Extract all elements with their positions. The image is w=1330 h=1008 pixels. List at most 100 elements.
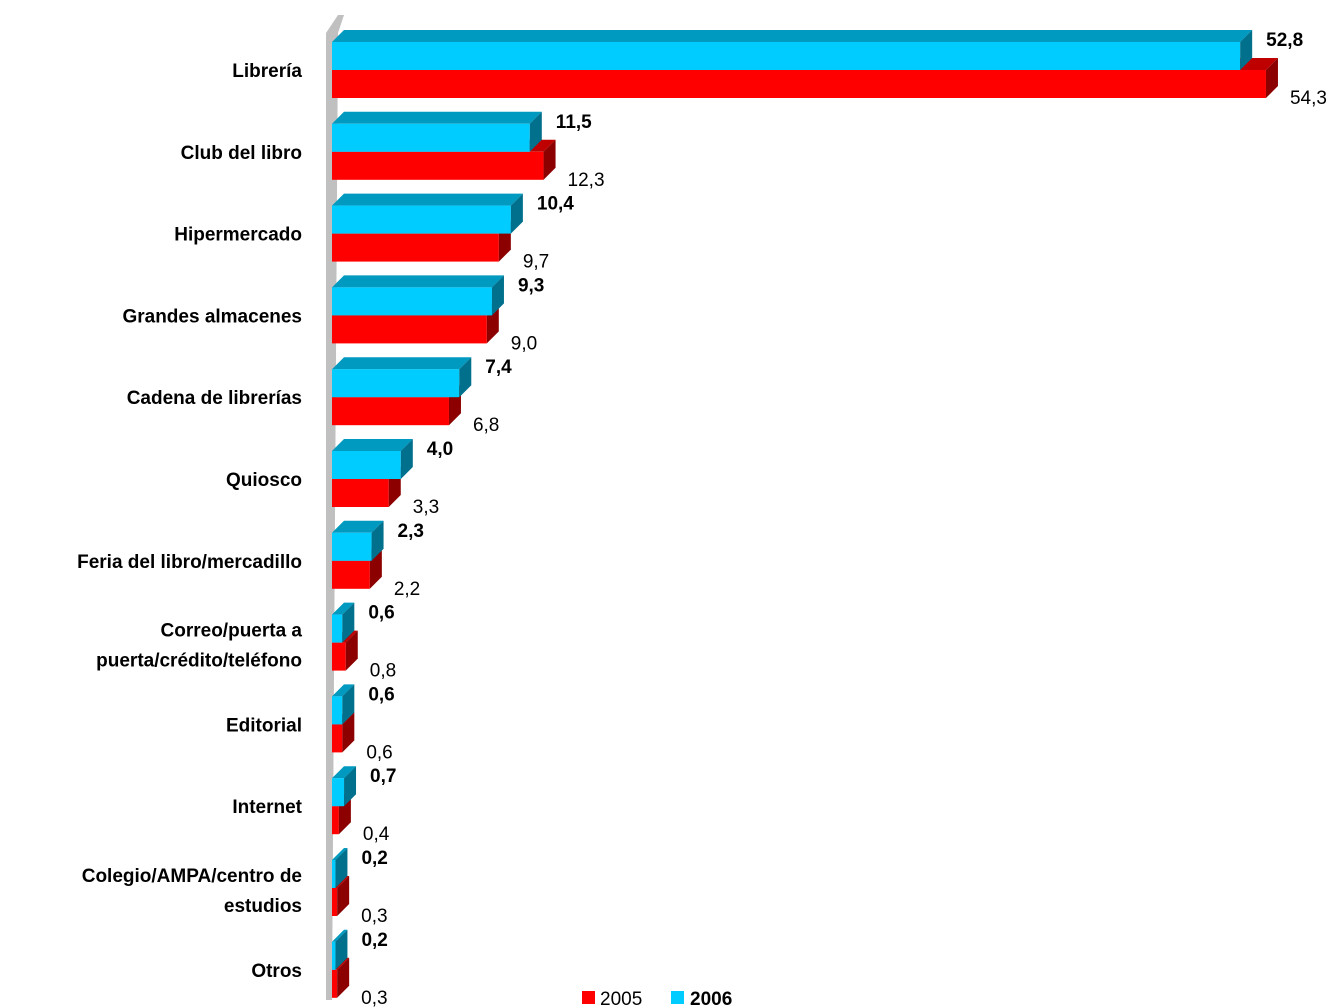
legend-label-2005: 2005	[600, 989, 642, 1008]
bar-2006-4-top	[332, 357, 472, 370]
value-label-2005-2: 9,7	[523, 252, 549, 273]
legend-swatch-2006	[671, 991, 684, 1004]
value-label-2006-2: 10,4	[537, 194, 574, 215]
bar-2006-8	[332, 684, 355, 725]
category-label-line: estudios	[224, 896, 302, 917]
category-label-11: Otros	[251, 961, 302, 982]
category-labels: Librería Club del libro Hipermercado Grande…	[77, 61, 303, 982]
value-label-2006-4: 7,4	[485, 357, 512, 378]
category-label-line: Grandes almacenes	[122, 306, 302, 327]
value-label-2005-4: 6,8	[473, 415, 499, 436]
bar-2006-2-side	[510, 193, 523, 234]
category-label-4: Cadena de librerías	[127, 388, 302, 409]
category-label-line: Cadena de librerías	[127, 388, 302, 409]
value-label-2005-11: 0,3	[361, 988, 387, 1008]
value-label-2005-5: 3,3	[413, 497, 439, 518]
category-label-line: Hipermercado	[174, 225, 302, 246]
bar-2005-10-side	[337, 876, 350, 916]
bar-2006-11-top	[332, 929, 348, 942]
bar-2006-5	[332, 439, 413, 479]
bar-2005-7-side	[345, 630, 358, 671]
bar-2005-0-front	[332, 70, 1266, 98]
bar-2006-5-side	[400, 439, 413, 479]
value-label-2005-6: 2,2	[394, 579, 420, 600]
value-label-2005-0: 54,3	[1290, 88, 1327, 109]
bar-2005-0-side	[1265, 58, 1278, 98]
bar-2006-1-top	[332, 111, 542, 124]
bar-2006-11-side	[335, 929, 348, 970]
bar-2006-7	[332, 602, 355, 643]
bar-2006-10-side	[335, 848, 348, 888]
legend-swatch-2005	[582, 991, 595, 1004]
value-label-2006-7: 0,6	[368, 603, 394, 624]
bar-2006-7-front	[332, 614, 343, 643]
category-label-line: Otros	[251, 961, 302, 982]
bar-2006-4-front	[332, 369, 460, 398]
bar-2005-6-front	[332, 560, 370, 589]
category-label-8: Editorial	[226, 715, 302, 736]
bar-2006-5-front	[332, 451, 401, 479]
bar-2005-8-side	[342, 712, 355, 753]
bar-2006-5-top	[332, 439, 413, 451]
bar-2006-2-top	[332, 193, 523, 206]
bar-2006-1	[332, 111, 542, 152]
category-label-line: Colegio/AMPA/centro de	[82, 866, 302, 887]
bar-2006-3-top	[332, 275, 504, 288]
bar-2006-4-side	[459, 357, 472, 398]
value-label-2005-3: 9,0	[511, 333, 537, 354]
value-label-2006-8: 0,6	[368, 684, 394, 705]
bar-2006-11-front	[332, 941, 336, 970]
category-label-6: Feria del libro/mercadillo	[77, 552, 302, 573]
bar-2006-9-front	[332, 778, 345, 807]
bar-2006-1-side	[529, 111, 542, 152]
bar-2005-8-front	[332, 724, 343, 753]
value-label-2006-3: 9,3	[518, 275, 544, 296]
bar-2005-11-front	[332, 969, 338, 998]
bar-2006-6-top	[332, 520, 384, 533]
bar-2006-1-front	[332, 123, 530, 152]
legend-label-2006: 2006	[690, 989, 732, 1008]
category-label-line: puerta/crédito/teléfono	[96, 651, 302, 672]
category-label-line: Feria del libro/mercadillo	[77, 552, 302, 573]
bar-2006-9-top	[332, 766, 357, 779]
category-label-3: Grandes almacenes	[122, 306, 302, 327]
category-label-line: Quiosco	[226, 470, 302, 491]
bar-2006-10-front	[332, 860, 336, 888]
category-label-10: Colegio/AMPA/centro de estudios	[82, 866, 302, 917]
category-label-line: Correo/puerta a	[161, 621, 303, 642]
bar-2006-0	[332, 30, 1253, 70]
bar-2005-10-front	[332, 888, 338, 916]
value-label-2006-11: 0,2	[361, 930, 387, 951]
bar-2006-0-side	[1240, 30, 1253, 70]
bar-2006-3	[332, 275, 504, 316]
bar-2006-9	[332, 766, 357, 807]
bar-2005-1-front	[332, 151, 544, 180]
category-label-5: Quiosco	[226, 470, 302, 491]
bar-2005-1-side	[543, 139, 556, 180]
bar-2006-7-side	[342, 602, 355, 643]
bar-2006-10	[332, 848, 348, 888]
legend: 2005 2006	[582, 989, 732, 1008]
bar-2006-3-front	[332, 287, 492, 316]
category-label-9: Internet	[232, 797, 302, 818]
bar-2006-2-front	[332, 205, 511, 234]
bar-2006-4	[332, 357, 472, 398]
value-labels: 52,8 54,3 11,5 12,3 10,4 9,79,3 9,0 7,4 6,8 4,0 3,…	[361, 30, 1327, 1008]
bar-2006-8-side	[342, 684, 355, 725]
value-label-2005-10: 0,3	[361, 906, 387, 927]
value-label-2006-9: 0,7	[370, 766, 396, 787]
bar-2005-4-front	[332, 397, 449, 426]
category-label-line: Internet	[232, 797, 302, 818]
category-label-1: Club del libro	[181, 143, 302, 164]
bar-2006-6-side	[371, 520, 384, 561]
bar-2005-7-front	[332, 642, 346, 671]
bar-2006-2	[332, 193, 523, 234]
bar-2006-6	[332, 520, 384, 561]
category-label-0: Librería	[232, 61, 302, 82]
bar-2005-9-front	[332, 806, 339, 835]
axis-wall-face	[326, 15, 344, 1000]
category-label-7: Correo/puerta a puerta/crédito/teléfono	[96, 621, 302, 672]
value-label-2006-5: 4,0	[427, 439, 453, 460]
bar-2006-3-side	[491, 275, 504, 316]
bar-2006-0-front	[332, 42, 1241, 70]
